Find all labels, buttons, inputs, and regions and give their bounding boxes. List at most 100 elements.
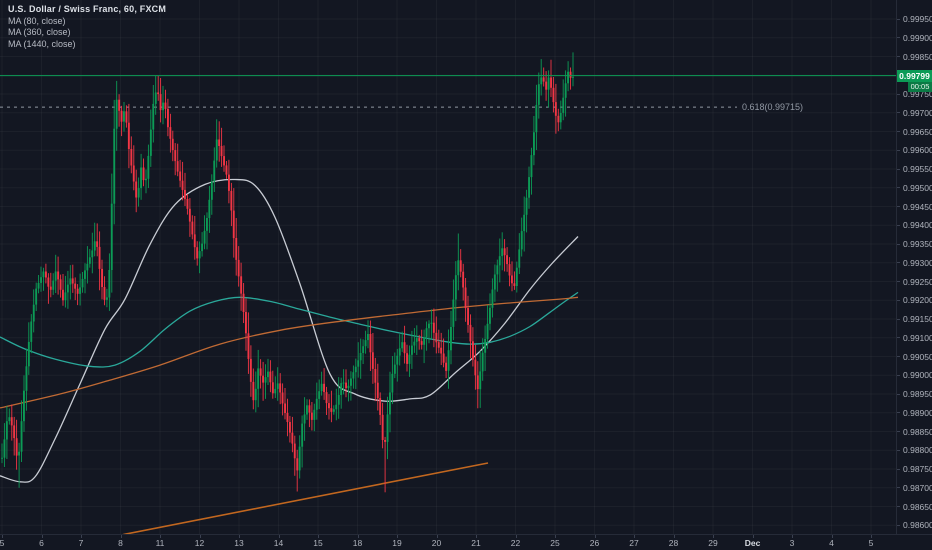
time-tick-label: 20	[431, 538, 442, 548]
price-tick-label: 0.99350	[903, 239, 932, 249]
time-tick	[278, 535, 280, 538]
time-tick-label: 19	[392, 538, 402, 548]
grid-lines	[0, 0, 897, 535]
price-tick-label: 0.99050	[903, 351, 932, 362]
bar-countdown-badge: 00:05	[908, 81, 932, 92]
time-tick-label: 4	[829, 538, 834, 548]
price-tick-label: 0.99550	[903, 164, 932, 174]
bar-countdown-value: 00:05	[910, 82, 930, 92]
price-tick	[897, 93, 900, 95]
time-tick-label: 14	[273, 538, 284, 548]
time-tick	[831, 535, 833, 538]
time-tick-label: 25	[550, 538, 560, 548]
price-tick-label: 0.99650	[903, 126, 932, 137]
price-tick	[897, 243, 900, 245]
price-tick-label: 0.98750	[903, 464, 932, 474]
time-tick	[357, 535, 359, 538]
indicator-ma80-label[interactable]: MA (80, close)	[8, 15, 66, 26]
time-tick-label: 26	[589, 538, 600, 548]
price-chart-pane[interactable]	[0, 0, 897, 535]
price-tick	[897, 337, 900, 339]
time-tick-label: 28	[668, 538, 679, 548]
time-tick	[160, 535, 161, 538]
time-tick-label: 8	[118, 538, 123, 548]
price-tick	[897, 468, 900, 470]
symbol-title[interactable]: U.S. Dollar / Swiss Franc, 60, FXCM	[8, 4, 167, 14]
price-tick-label: 0.99950	[903, 14, 932, 24]
last-price-badge: 0.99799	[897, 69, 932, 82]
time-tick-label: 5	[868, 538, 874, 548]
price-tick	[897, 374, 900, 376]
price-tick	[897, 449, 900, 451]
time-tick	[713, 535, 714, 538]
price-tick	[897, 56, 900, 57]
time-tick-label: 11	[155, 538, 165, 548]
time-tick-label: 29	[708, 538, 718, 548]
time-tick-label: 18	[352, 538, 363, 548]
fib-level-label[interactable]: 0.618(0.99715)	[742, 102, 804, 113]
time-tick	[199, 535, 201, 538]
indicator-ma1440-label[interactable]: MA (1440, close)	[8, 38, 76, 49]
price-tick-label: 0.99850	[903, 51, 932, 62]
price-tick	[897, 112, 900, 114]
price-tick	[897, 187, 900, 189]
time-tick	[476, 535, 477, 538]
price-tick-label: 0.98950	[903, 389, 932, 399]
price-tick	[897, 131, 900, 132]
price-tick-label: 0.99000	[903, 370, 932, 381]
time-tick	[41, 535, 43, 538]
price-tick-label: 0.98650	[903, 501, 932, 512]
price-tick-label: 0.99150	[903, 314, 932, 324]
price-tick	[897, 168, 900, 170]
price-tick	[897, 37, 900, 39]
price-tick	[897, 412, 900, 414]
price-tick-label: 0.99400	[903, 220, 932, 231]
price-tick	[897, 206, 900, 207]
price-tick-label: 0.99100	[903, 332, 932, 343]
time-tick-label: 5	[0, 538, 5, 548]
price-tick-label: 0.98800	[903, 445, 932, 456]
trendline-drawing	[122, 462, 489, 535]
chart-legend: U.S. Dollar / Swiss Franc, 60, FXCM MA (…	[8, 4, 166, 50]
price-tick-label: 0.98850	[903, 426, 932, 437]
price-tick-label: 0.99900	[903, 32, 932, 43]
time-tick	[239, 535, 240, 538]
time-tick-label: 6	[39, 538, 44, 548]
price-tick-label: 0.99450	[903, 201, 932, 212]
price-tick	[897, 281, 900, 282]
time-tick	[555, 535, 556, 538]
price-tick	[897, 431, 900, 432]
time-tick-label: 13	[234, 538, 244, 548]
time-tick-label: 22	[510, 538, 521, 548]
time-tick	[752, 535, 754, 538]
time-tick	[120, 535, 122, 538]
time-tick-label: 15	[313, 538, 323, 548]
price-tick	[897, 262, 900, 264]
ma-360-line	[0, 291, 579, 368]
price-tick-label: 0.98900	[903, 407, 932, 418]
price-tick-label: 0.99700	[903, 107, 932, 118]
time-tick-label: Dec	[744, 538, 761, 548]
price-tick-label: 0.98600	[903, 520, 932, 531]
time-tick	[594, 535, 596, 538]
price-tick-label: 0.99300	[903, 257, 932, 268]
ma-1440-line	[0, 296, 579, 409]
price-axis[interactable]: 0.99799 00:05 0.999500.999000.998500.998…	[896, 0, 932, 535]
time-axis[interactable]: 5 6 7 8 11 12 13 14 15 18 19 20 21 22 25 26 27 28 29 Dec 3 4 5	[0, 534, 932, 550]
time-tick	[397, 535, 398, 538]
price-tick-label: 0.99500	[903, 182, 932, 193]
indicator-ma360-label[interactable]: MA (360, close)	[8, 27, 71, 37]
time-tick	[673, 535, 675, 538]
price-tick-label: 0.99250	[903, 276, 932, 287]
time-tick-label: 27	[629, 538, 639, 548]
price-tick-label: 0.99750	[903, 89, 932, 99]
price-tick	[897, 18, 900, 20]
time-tick	[81, 535, 82, 538]
price-tick	[897, 356, 900, 357]
price-tick	[897, 224, 900, 226]
price-tick-label: 0.98700	[903, 482, 932, 493]
time-tick	[871, 535, 872, 538]
price-tick-label: 0.99600	[903, 145, 932, 156]
candlestick-series	[1, 52, 574, 493]
